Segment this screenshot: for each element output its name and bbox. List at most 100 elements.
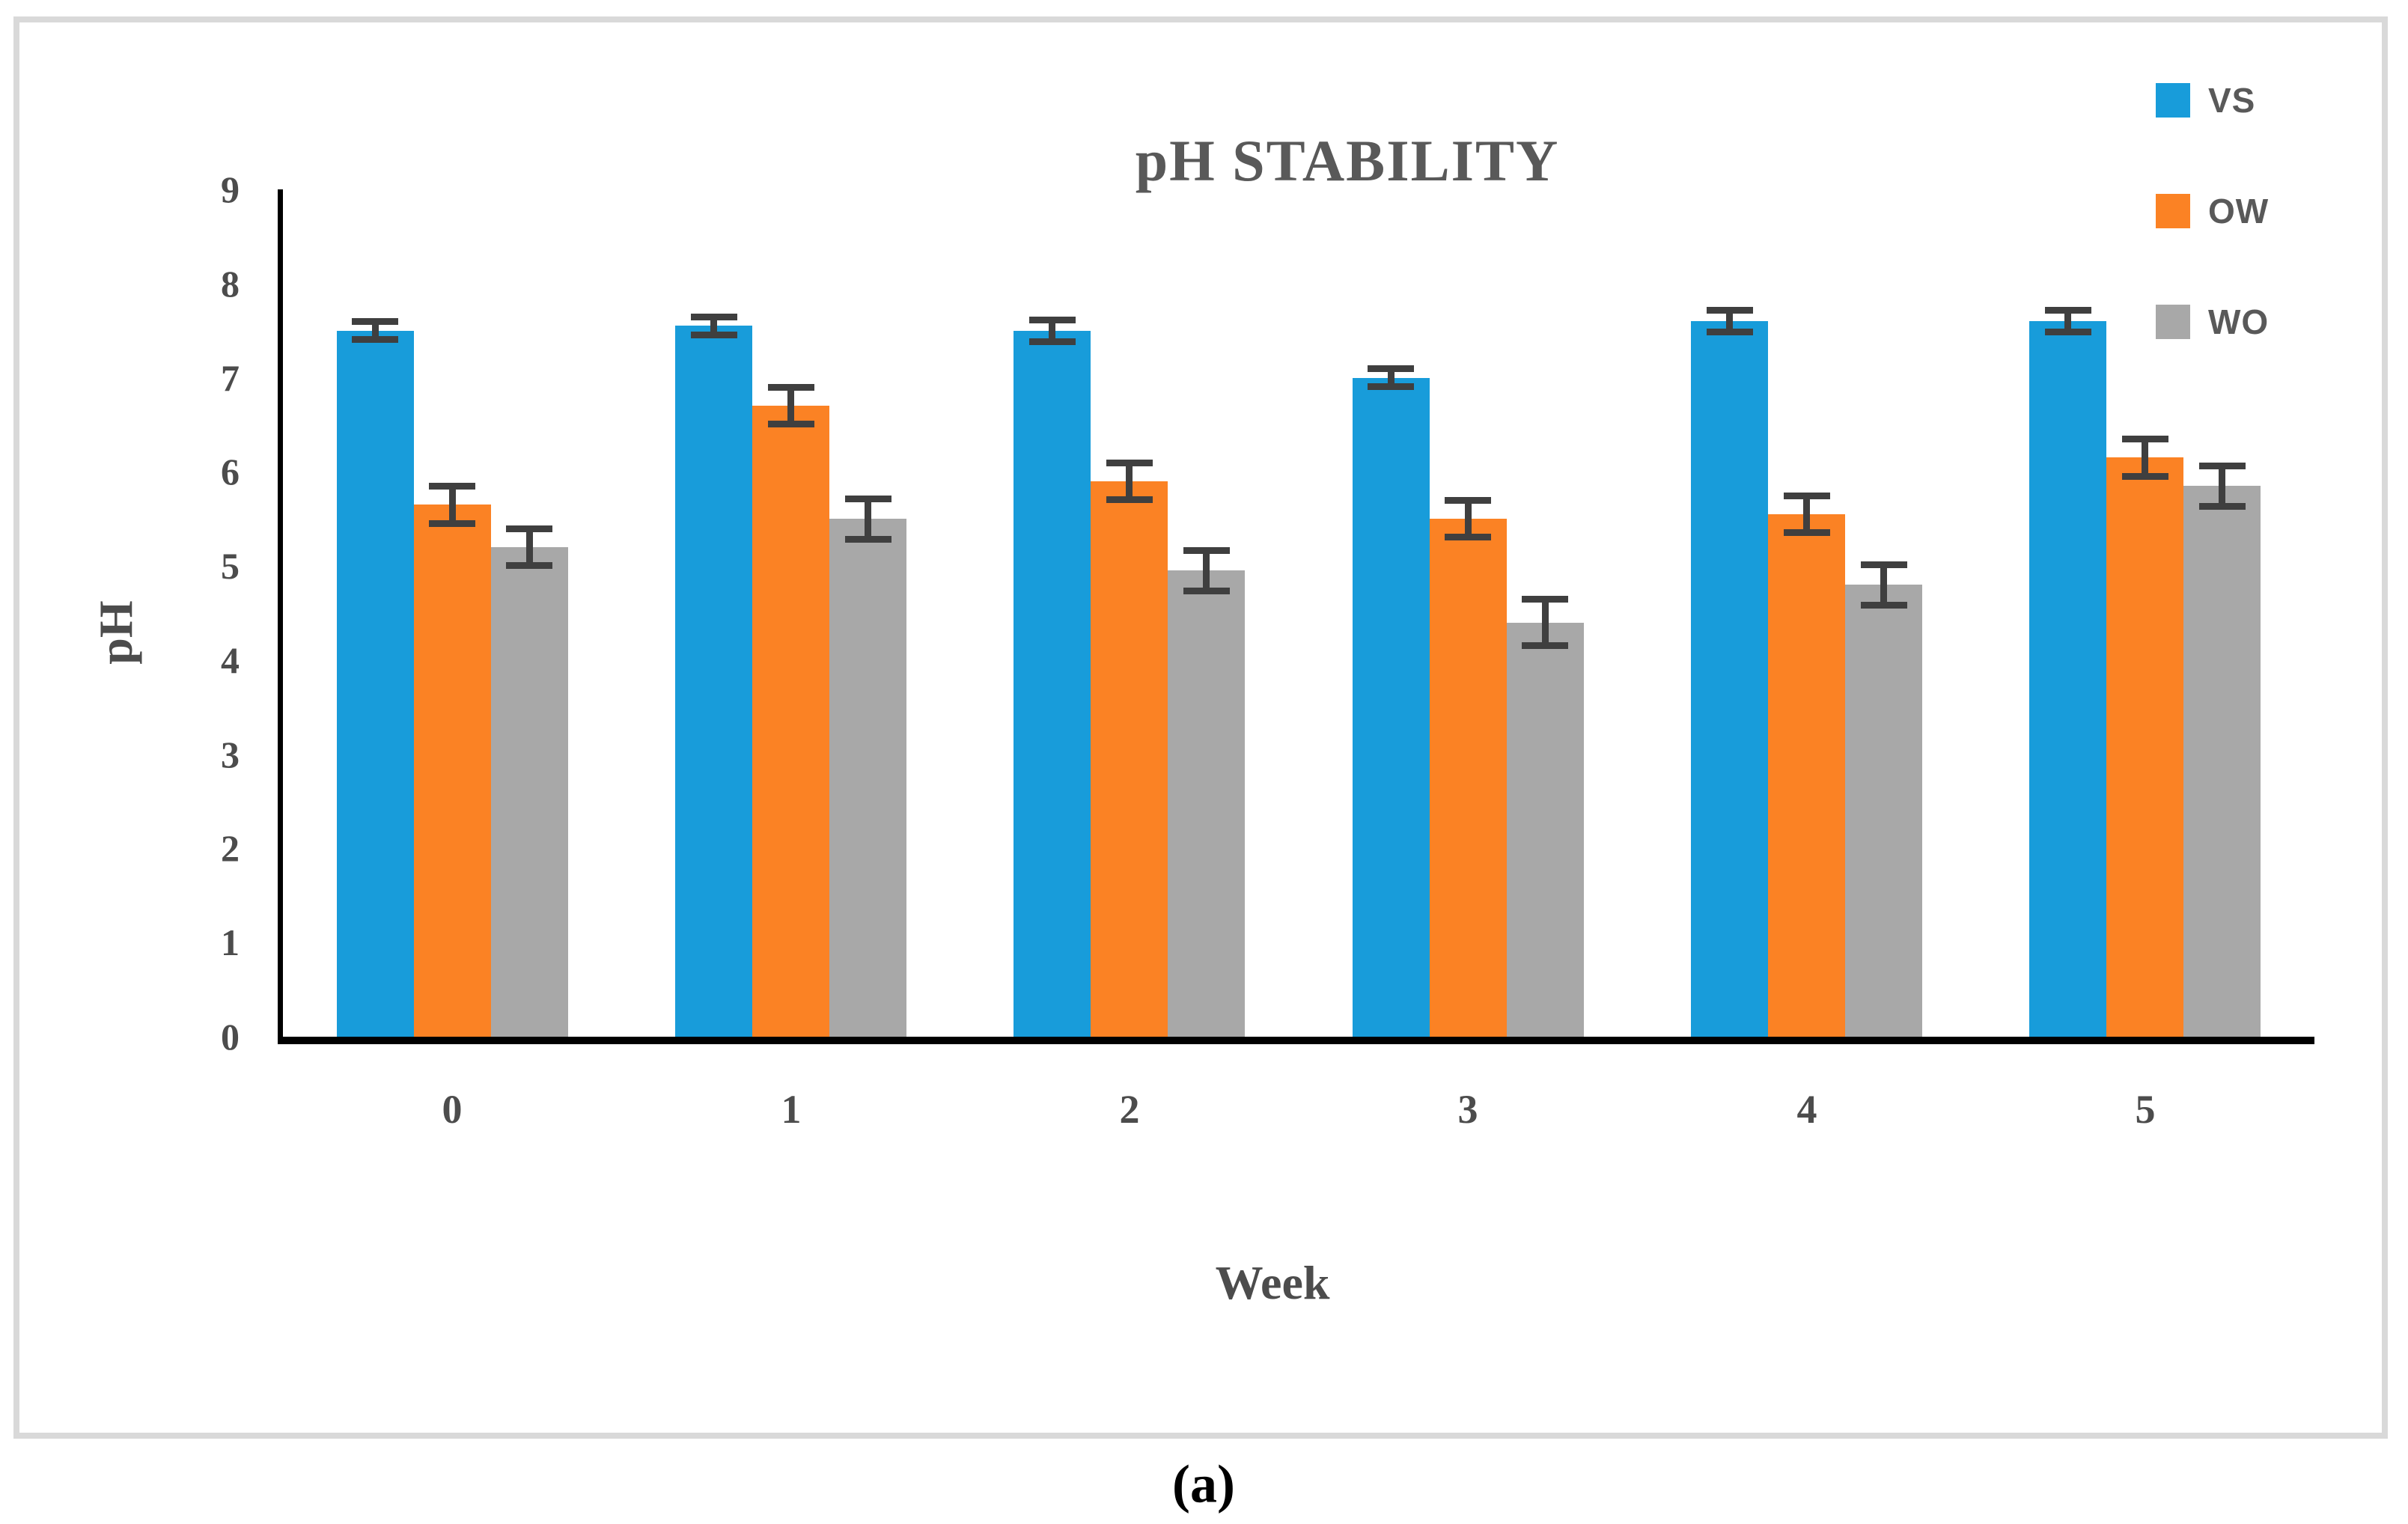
legend-swatch-wo: [2156, 305, 2190, 339]
bar-ow-week-2: [1091, 481, 1168, 1037]
error-bar-ow-week-4-cap-top: [1784, 493, 1830, 499]
bar-ow-week-5: [2106, 457, 2183, 1037]
bar-vs-week-1: [675, 326, 752, 1037]
error-bar-wo-week-0: [526, 528, 533, 566]
subfigure-caption: (a): [1172, 1454, 1235, 1514]
error-bar-ow-week-5-cap-top: [2122, 436, 2168, 442]
error-bar-vs-week-1: [710, 317, 717, 335]
error-bar-vs-week-2-cap-bottom: [1029, 338, 1076, 345]
error-bar-vs-week-4: [1726, 310, 1733, 332]
error-bar-vs-week-3-cap-top: [1368, 365, 1414, 372]
bar-ow-week-1: [752, 406, 829, 1037]
bar-vs-week-2: [1014, 331, 1091, 1037]
x-tick-1: 1: [781, 1087, 802, 1132]
legend-label-wo: WO: [2208, 302, 2270, 341]
error-bar-vs-week-4-cap-top: [1707, 307, 1753, 314]
error-bar-wo-week-1: [865, 499, 871, 540]
error-bar-ow-week-3-cap-top: [1445, 497, 1491, 504]
bar-ow-week-4: [1768, 514, 1845, 1037]
x-tick-2: 2: [1119, 1087, 1140, 1132]
legend-item-ow: OW: [2156, 191, 2269, 231]
error-bar-vs-week-5: [2064, 310, 2071, 332]
x-axis-label: Week: [1215, 1256, 1330, 1309]
error-bar-ow-week-0: [449, 486, 456, 523]
bar-vs-week-0: [337, 331, 414, 1037]
error-bar-ow-week-2: [1126, 463, 1133, 500]
bar-wo-week-0: [491, 547, 568, 1037]
bar-vs-week-5: [2029, 321, 2106, 1037]
legend-swatch-vs: [2156, 83, 2190, 118]
error-bar-ow-week-5-cap-bottom: [2122, 473, 2168, 480]
y-tick-1: 1: [221, 921, 240, 963]
y-tick-2: 2: [221, 827, 240, 869]
bar-wo-week-5: [2183, 486, 2261, 1037]
x-tick-5: 5: [2135, 1087, 2156, 1132]
error-bar-wo-week-1-cap-bottom: [845, 536, 891, 543]
error-bar-vs-week-1-cap-top: [691, 314, 737, 320]
error-bar-vs-week-5-cap-bottom: [2045, 329, 2091, 335]
error-bar-ow-week-4-cap-bottom: [1784, 529, 1830, 536]
error-bar-vs-week-2-cap-top: [1029, 317, 1076, 323]
chart-title: pH STABILITY: [1135, 128, 1560, 193]
error-bar-wo-week-5: [2219, 466, 2225, 507]
bar-wo-week-2: [1168, 570, 1245, 1037]
error-bar-vs-week-4-cap-bottom: [1707, 329, 1753, 335]
error-bar-wo-week-3: [1542, 599, 1549, 646]
error-bar-wo-week-2: [1203, 550, 1210, 591]
error-bar-wo-week-0-cap-bottom: [506, 562, 552, 569]
bar-wo-week-1: [829, 519, 906, 1037]
x-tick-3: 3: [1457, 1087, 1478, 1132]
error-bar-ow-week-2-cap-bottom: [1106, 496, 1153, 503]
y-axis-line: [278, 189, 283, 1044]
error-bar-ow-week-1-cap-bottom: [768, 421, 814, 427]
error-bar-vs-week-2: [1049, 320, 1055, 342]
bar-vs-week-3: [1353, 378, 1430, 1037]
error-bar-ow-week-2-cap-top: [1106, 460, 1153, 466]
legend-swatch-ow: [2156, 194, 2190, 228]
error-bar-wo-week-4-cap-bottom: [1861, 602, 1907, 609]
error-bar-vs-week-3-cap-bottom: [1368, 383, 1414, 390]
x-tick-0: 0: [442, 1087, 463, 1132]
error-bar-ow-week-3-cap-bottom: [1445, 534, 1491, 540]
legend-label-ow: OW: [2208, 192, 2270, 231]
error-bar-wo-week-3-cap-bottom: [1522, 642, 1568, 649]
error-bar-vs-week-5-cap-top: [2045, 307, 2091, 314]
legend-item-wo: WO: [2156, 302, 2269, 342]
error-bar-vs-week-3: [1388, 368, 1394, 387]
error-bar-ow-week-1: [787, 387, 794, 424]
error-bar-wo-week-4-cap-top: [1861, 561, 1907, 568]
error-bar-vs-week-0-cap-top: [352, 318, 398, 325]
y-tick-5: 5: [221, 545, 240, 587]
error-bar-wo-week-5-cap-top: [2199, 463, 2246, 469]
y-tick-0: 0: [221, 1016, 240, 1058]
y-tick-9: 9: [221, 168, 240, 210]
error-bar-vs-week-1-cap-bottom: [691, 332, 737, 338]
x-axis-line: [278, 1037, 2314, 1044]
y-tick-7: 7: [221, 357, 240, 399]
error-bar-ow-week-3: [1465, 500, 1472, 537]
error-bar-wo-week-2-cap-top: [1183, 547, 1230, 554]
bar-ow-week-0: [414, 505, 491, 1037]
error-bar-wo-week-4: [1880, 564, 1887, 606]
error-bar-vs-week-0-cap-bottom: [352, 336, 398, 343]
error-bar-ow-week-0-cap-bottom: [429, 520, 475, 527]
x-tick-4: 4: [1796, 1087, 1817, 1132]
error-bar-ow-week-1-cap-top: [768, 384, 814, 391]
error-bar-wo-week-0-cap-top: [506, 525, 552, 532]
error-bar-ow-week-4: [1803, 496, 1810, 533]
bar-vs-week-4: [1691, 321, 1768, 1037]
error-bar-ow-week-0-cap-top: [429, 483, 475, 490]
y-tick-8: 8: [221, 263, 240, 305]
error-bar-vs-week-0: [372, 321, 379, 340]
bar-wo-week-3: [1507, 623, 1584, 1037]
legend-label-vs: VS: [2208, 81, 2256, 120]
error-bar-wo-week-3-cap-top: [1522, 596, 1568, 603]
error-bar-wo-week-2-cap-bottom: [1183, 588, 1230, 594]
y-tick-4: 4: [221, 639, 240, 681]
error-bar-wo-week-1-cap-top: [845, 496, 891, 502]
y-axis-label: pH: [89, 600, 142, 665]
y-tick-3: 3: [221, 734, 240, 775]
y-tick-6: 6: [221, 451, 240, 493]
legend-item-vs: VS: [2156, 80, 2255, 121]
